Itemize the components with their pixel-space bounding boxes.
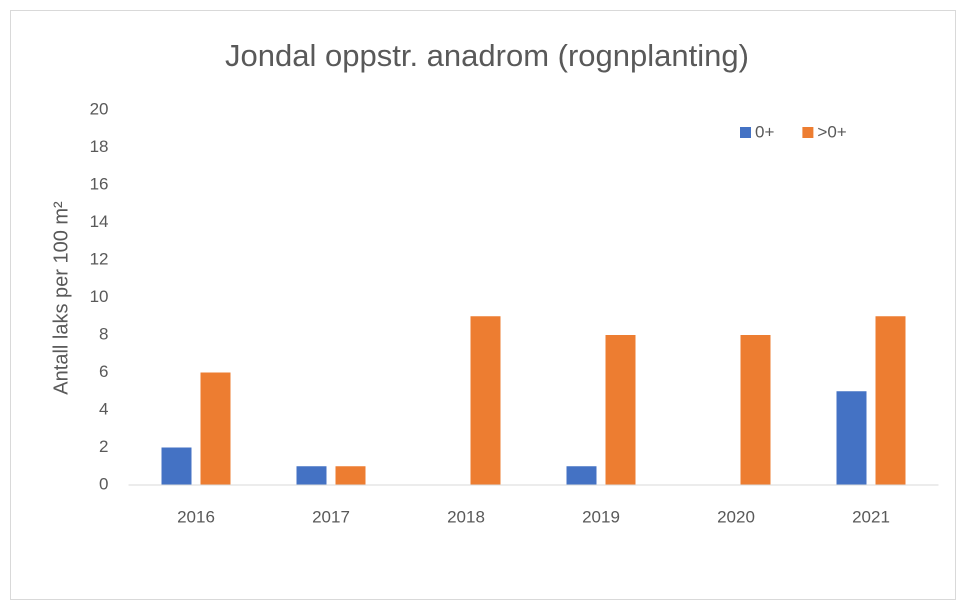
- x-tick-label: 2019: [582, 507, 620, 526]
- x-tick-label: 2020: [717, 507, 755, 526]
- bar: [335, 466, 366, 485]
- bar: [605, 335, 636, 485]
- y-tick-label: 8: [99, 324, 108, 343]
- bar: [836, 391, 867, 485]
- legend-swatch: [802, 127, 814, 138]
- bar: [296, 466, 327, 485]
- x-tick-label: 2017: [312, 507, 350, 526]
- x-tick-label: 2016: [177, 507, 215, 526]
- y-tick-label: 6: [99, 362, 108, 381]
- bar: [566, 466, 597, 485]
- x-tick-label: 2018: [447, 507, 485, 526]
- x-tick-label: 2021: [852, 507, 890, 526]
- y-tick-label: 2: [99, 437, 108, 456]
- y-tick-label: 0: [99, 474, 108, 493]
- bar: [161, 447, 192, 485]
- bar: [200, 372, 231, 485]
- y-tick-label: 16: [90, 174, 109, 193]
- y-tick-label: 20: [90, 99, 109, 118]
- bar: [740, 335, 771, 485]
- legend-label: 0+: [755, 122, 774, 141]
- bar: [875, 316, 906, 485]
- y-tick-label: 14: [90, 212, 109, 231]
- y-tick-label: 12: [90, 249, 109, 268]
- legend-label: >0+: [817, 122, 846, 141]
- chart-frame: [10, 10, 956, 600]
- bar: [470, 316, 501, 485]
- legend-swatch: [740, 127, 751, 138]
- y-axis-label: Antall laks per 100 m²: [50, 201, 72, 395]
- chart-title: Jondal oppstr. anadrom (rognplanting): [225, 38, 749, 73]
- y-tick-label: 18: [90, 137, 109, 156]
- y-tick-label: 4: [99, 399, 108, 418]
- y-tick-label: 10: [90, 287, 109, 306]
